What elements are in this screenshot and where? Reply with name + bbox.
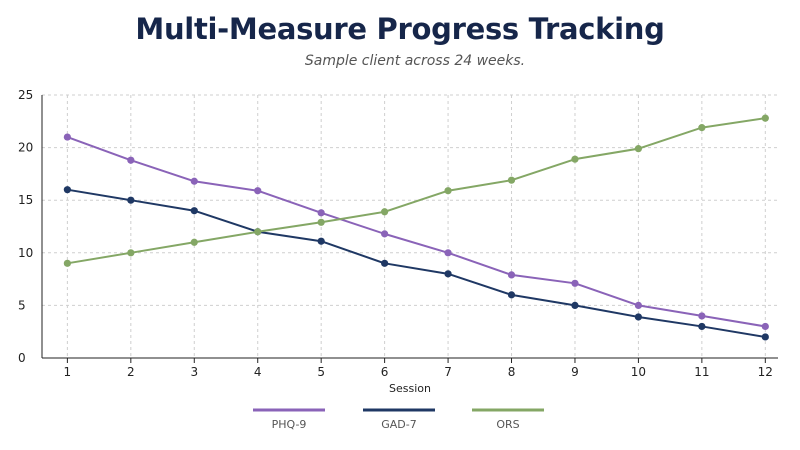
data-point-gad-7: [571, 301, 579, 309]
legend-item-ors[interactable]: ORS: [472, 408, 544, 431]
data-point-phq-9: [317, 209, 325, 217]
data-point-phq-9: [444, 249, 452, 257]
data-point-gad-7: [507, 291, 516, 299]
data-point-gad-7: [190, 207, 198, 215]
data-point-ors: [507, 176, 516, 184]
data-point-gad-7: [381, 259, 389, 267]
data-point-gad-7: [444, 270, 452, 278]
x-tick-label: 7: [444, 365, 452, 379]
x-tick-label: 2: [127, 365, 135, 379]
series-line-ors: [67, 117, 766, 265]
legend-item-gad-7[interactable]: GAD-7: [363, 408, 435, 431]
data-point-gad-7: [317, 237, 325, 245]
x-tick-label: 10: [631, 365, 646, 379]
legend[interactable]: PHQ-9 GAD-7 ORS: [253, 408, 544, 431]
data-point-ors: [634, 145, 643, 153]
data-point-ors: [698, 124, 706, 132]
legend-label-ors: ORS: [496, 418, 519, 431]
series-phq-9: [63, 133, 769, 331]
x-tick-label: 9: [571, 365, 579, 379]
series-layer: [63, 114, 769, 341]
series-line-gad-7: [67, 188, 766, 338]
data-point-phq-9: [381, 230, 389, 238]
x-tick-label: 1: [64, 365, 72, 379]
data-point-gad-7: [698, 322, 706, 331]
data-point-phq-9: [571, 279, 579, 287]
legend-item-phq-9[interactable]: PHQ-9: [253, 408, 325, 431]
data-point-phq-9: [761, 322, 769, 331]
data-point-gad-7: [634, 313, 643, 321]
chart-title: Multi-Measure Progress Tracking: [135, 12, 665, 46]
series-ors: [63, 114, 769, 267]
x-tick-label: 8: [508, 365, 516, 379]
x-axis-label: Session: [389, 382, 431, 395]
data-point-ors: [761, 114, 769, 122]
x-tick-label: 4: [254, 365, 262, 379]
legend-label-gad-7: GAD-7: [381, 418, 417, 431]
data-point-ors: [317, 218, 325, 226]
x-tick-label: 5: [317, 365, 325, 379]
data-point-ors: [63, 259, 71, 267]
data-point-ors: [381, 208, 389, 216]
x-tick-label: 6: [381, 365, 389, 379]
data-point-ors: [127, 249, 135, 257]
y-tick-label: 15: [18, 193, 33, 207]
y-tick-label: 20: [18, 141, 33, 155]
grid: [42, 94, 778, 358]
chart-subtitle: Sample client across 24 weeks.: [304, 53, 526, 69]
data-point-ors: [571, 155, 579, 163]
data-point-gad-7: [761, 333, 769, 341]
data-point-ors: [190, 238, 198, 246]
y-tick-label: 0: [18, 351, 26, 365]
data-point-phq-9: [698, 312, 706, 320]
y-tick-label: 5: [18, 298, 26, 312]
data-point-gad-7: [63, 186, 71, 194]
data-point-phq-9: [634, 301, 643, 309]
data-point-gad-7: [127, 196, 135, 204]
y-tick-label: 10: [18, 246, 33, 260]
x-tick-label: 11: [694, 365, 709, 379]
data-point-phq-9: [190, 177, 198, 185]
x-tick-label: 12: [758, 365, 773, 379]
y-tick-label: 25: [18, 88, 33, 102]
data-point-phq-9: [507, 271, 516, 279]
legend-label-phq-9: PHQ-9: [272, 418, 307, 431]
data-point-phq-9: [127, 156, 135, 164]
data-point-phq-9: [63, 133, 71, 141]
data-point-ors: [444, 187, 452, 195]
series-gad-7: [63, 186, 769, 341]
series-line-phq-9: [67, 136, 766, 328]
data-point-phq-9: [254, 187, 262, 195]
data-point-ors: [254, 228, 262, 236]
x-tick-label: 3: [190, 365, 198, 379]
